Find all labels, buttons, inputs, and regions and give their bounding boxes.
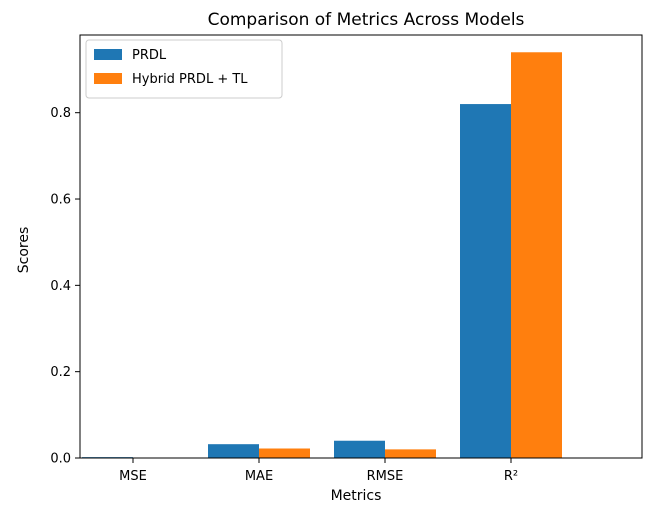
bar-hybrid-3: [511, 52, 562, 458]
legend-label-hybrid: Hybrid PRDL + TL: [132, 72, 248, 87]
y-tick-label: 0.0: [50, 452, 71, 467]
y-ticks: 0.0 0.2 0.4 0.6 0.8: [50, 106, 80, 467]
y-axis-label: Scores: [16, 227, 32, 274]
x-ticks: MSE MAE RMSE R²: [119, 458, 518, 484]
x-tick-label: MSE: [119, 469, 147, 484]
x-tick-label: RMSE: [367, 469, 404, 484]
bar-hybrid-1: [259, 448, 310, 458]
bar-hybrid-2: [385, 449, 436, 458]
x-tick-label: R²: [504, 469, 518, 484]
bar-prdl-1: [208, 444, 259, 458]
bar-prdl-3: [460, 104, 511, 459]
legend-swatch-prdl: [94, 49, 122, 60]
legend-swatch-hybrid: [94, 73, 122, 84]
chart-title: Comparison of Metrics Across Models: [208, 10, 525, 30]
x-tick-label: MAE: [245, 469, 273, 484]
y-tick-label: 0.2: [50, 365, 71, 380]
y-tick-label: 0.4: [50, 279, 71, 294]
x-axis-label: Metrics: [331, 488, 382, 504]
legend-label-prdl: PRDL: [132, 48, 167, 63]
bars-group: [82, 52, 562, 459]
y-tick-label: 0.6: [50, 193, 71, 208]
y-tick-label: 0.8: [50, 106, 71, 121]
legend-frame: [85, 39, 283, 99]
legend: PRDL Hybrid PRDL + TL: [85, 39, 283, 99]
bar-prdl-2: [334, 440, 385, 458]
plot-frame: [79, 34, 643, 459]
